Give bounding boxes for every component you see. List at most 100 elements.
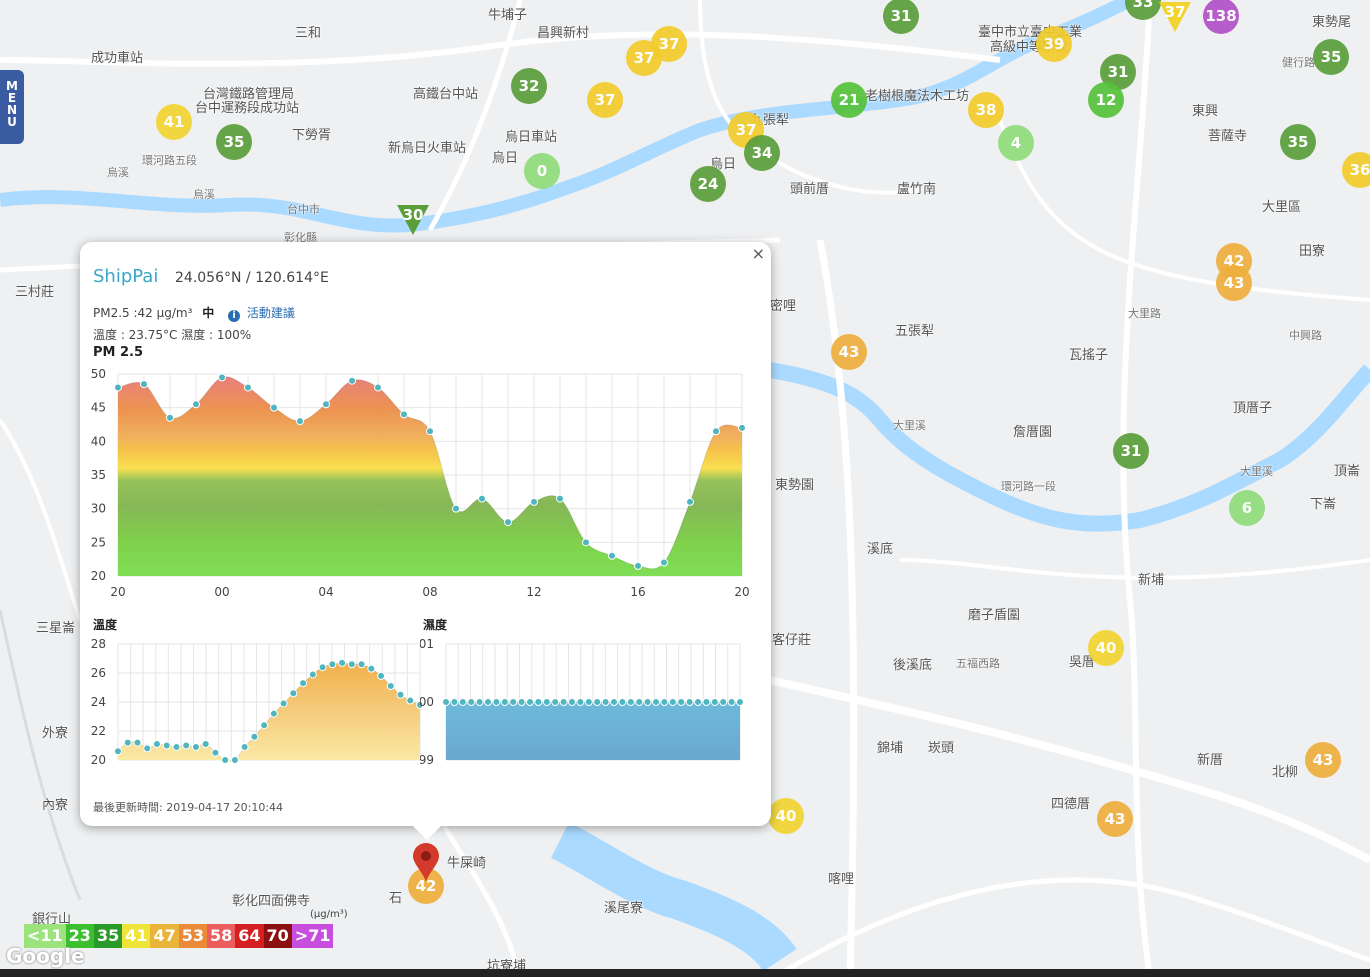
site-name: ShipPai	[93, 266, 159, 287]
site-coordinates: 24.056°N / 120.614°E	[175, 270, 329, 286]
data-point	[308, 670, 317, 679]
map-place-label: 詹厝園	[1013, 425, 1053, 440]
area-fill	[446, 702, 740, 760]
data-point	[686, 497, 694, 506]
station-marker[interactable]: 37	[728, 112, 764, 148]
map-place-label: 牛埔子	[488, 8, 528, 23]
station-marker[interactable]: 41	[156, 104, 192, 140]
station-marker[interactable]: 35	[1280, 124, 1316, 160]
station-marker[interactable]: 24	[690, 166, 726, 202]
station-marker[interactable]: 42	[408, 868, 444, 904]
legend-item: 53	[178, 924, 207, 948]
data-point	[618, 698, 627, 706]
y-tick-label: 26	[91, 666, 106, 680]
data-point	[685, 698, 694, 706]
legend-item: >71	[291, 924, 334, 948]
station-marker[interactable]: 31	[1113, 433, 1149, 469]
x-tick-label: 04	[318, 585, 333, 599]
map-place-label: 崁頭	[928, 741, 955, 756]
station-marker[interactable]: 35	[216, 124, 252, 160]
data-point	[406, 696, 415, 705]
map-place-label: 下崙	[1310, 497, 1337, 512]
location-pin-icon[interactable]	[411, 842, 441, 884]
pm-reading: PM2.5 :42 μg/m³ 中 i 活動建議	[93, 304, 295, 322]
map-place-label: 烏日	[492, 151, 519, 166]
y-tick-label: 35	[91, 468, 106, 482]
data-point	[450, 698, 459, 706]
info-icon[interactable]: i	[228, 310, 241, 322]
data-point	[710, 698, 719, 706]
data-point	[166, 413, 174, 422]
legend-item: 23	[65, 924, 94, 948]
station-marker[interactable]: 40	[768, 798, 804, 834]
data-point	[140, 380, 148, 389]
y-tick-label: 30	[91, 502, 106, 516]
area-fill	[118, 376, 742, 576]
data-point	[736, 698, 744, 706]
map-place-label: 溪尾寮	[604, 901, 644, 916]
map-place-label: 三和	[295, 26, 322, 41]
pm25-color-legend: <11 23 35 41 47 53 58 64 70 >71	[24, 924, 334, 948]
data-point	[162, 741, 171, 750]
station-marker[interactable]: 32	[511, 68, 547, 104]
map-place-label: 大里區	[1262, 200, 1302, 215]
station-marker[interactable]: 37	[587, 82, 623, 118]
pm-chart-title: PM 2.5	[93, 345, 144, 360]
station-marker[interactable]: 43	[1305, 742, 1341, 778]
map-place-label: 五福西路	[956, 657, 1000, 670]
data-point	[534, 698, 543, 706]
station-marker[interactable]: 39	[1036, 26, 1072, 62]
x-tick-label: 08	[422, 585, 437, 599]
map-place-label: 內寮	[42, 798, 69, 813]
data-point	[386, 682, 395, 691]
data-point	[738, 423, 746, 432]
close-icon[interactable]: ×	[751, 244, 765, 263]
station-marker[interactable]: 21	[831, 82, 867, 118]
data-point	[712, 427, 720, 436]
data-point	[634, 561, 642, 570]
station-marker[interactable]: 138	[1203, 0, 1239, 34]
station-marker[interactable]: 35	[1313, 39, 1349, 75]
station-marker[interactable]: 0	[524, 153, 560, 189]
station-marker[interactable]: 4	[998, 125, 1034, 161]
activity-advice-link[interactable]: 活動建議	[246, 306, 295, 320]
station-marker[interactable]: 6	[1229, 490, 1265, 526]
station-marker[interactable]: 40	[1088, 630, 1124, 666]
map-place-label: 頂崙	[1334, 464, 1361, 479]
map-place-label: 烏溪	[193, 188, 215, 201]
data-point	[143, 744, 152, 753]
map-place-label: 東勢園	[775, 478, 815, 493]
y-tick-label: 28	[91, 637, 106, 651]
legend-item: 64	[235, 924, 264, 948]
station-marker[interactable]: 12	[1088, 82, 1124, 118]
station-marker[interactable]: 34	[744, 135, 780, 171]
station-marker[interactable]: 37	[626, 40, 662, 76]
legend-unit: (μg/m³)	[310, 909, 348, 920]
data-point	[509, 698, 518, 706]
station-marker[interactable]: 43	[1216, 265, 1252, 301]
x-tick-label: 00	[214, 585, 229, 599]
station-marker[interactable]: 33	[1125, 0, 1161, 20]
area-fill	[118, 662, 420, 762]
pm-value: PM2.5 :42 μg/m³	[93, 306, 193, 320]
y-tick-label: 50	[91, 367, 106, 381]
map-place-label: 烏日車站	[505, 130, 558, 145]
station-marker[interactable]: 38	[968, 92, 1004, 128]
map-place-label: 彰化縣	[284, 231, 317, 244]
map-place-label: 三星崙	[36, 621, 76, 636]
station-marker-triangle[interactable]: 30	[397, 205, 429, 235]
station-marker[interactable]: 43	[1097, 801, 1133, 837]
data-point	[296, 417, 304, 426]
data-point	[367, 664, 376, 673]
station-marker[interactable]: 31	[883, 0, 919, 34]
map-place-label: 外寮	[42, 726, 69, 741]
station-marker-triangle[interactable]: 37	[1159, 2, 1191, 32]
station-marker[interactable]: 36	[1342, 152, 1370, 188]
data-point	[114, 383, 122, 392]
data-point	[347, 660, 356, 669]
station-marker[interactable]: 43	[831, 334, 867, 370]
data-point	[668, 698, 677, 706]
data-point	[660, 698, 669, 706]
